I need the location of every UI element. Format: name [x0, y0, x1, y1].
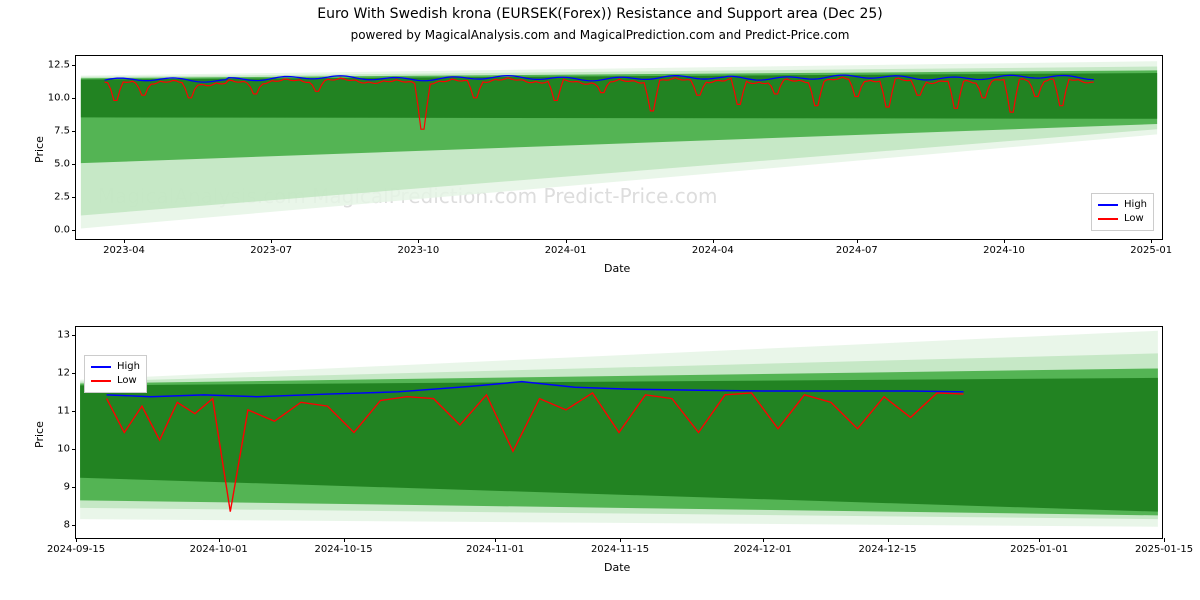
panel-bottom-plot: [76, 327, 1162, 538]
xlabel-bottom: Date: [604, 561, 630, 574]
panel-top: MagicalAnalysis.com MagicalPrediction.co…: [75, 55, 1163, 240]
ylabel-bottom: Price: [33, 421, 46, 448]
legend-item-low: Low: [1098, 212, 1147, 226]
panel-bottom: MagicalAnalysis.com MagicalPrediction.co…: [75, 326, 1163, 539]
chart-subtitle: powered by MagicalAnalysis.com and Magic…: [0, 28, 1200, 42]
legend-label-high: High: [1124, 198, 1147, 212]
legend-item-low: Low: [91, 374, 140, 388]
panel-top-plot: [76, 56, 1162, 239]
legend-label-high: High: [117, 360, 140, 374]
ylabel-top: Price: [33, 136, 46, 163]
legend-swatch-low: [1098, 218, 1118, 220]
legend-swatch-high: [1098, 204, 1118, 206]
figure: Euro With Swedish krona (EURSEK(Forex)) …: [0, 0, 1200, 600]
legend-label-low: Low: [117, 374, 137, 388]
legend-item-high: High: [91, 360, 140, 374]
legend-swatch-low: [91, 380, 111, 382]
legend-item-high: High: [1098, 198, 1147, 212]
legend-label-low: Low: [1124, 212, 1144, 226]
legend: High Low: [1091, 193, 1154, 231]
legend-swatch-high: [91, 366, 111, 368]
chart-title: Euro With Swedish krona (EURSEK(Forex)) …: [0, 6, 1200, 22]
xlabel-top: Date: [604, 262, 630, 275]
legend: High Low: [84, 355, 147, 393]
